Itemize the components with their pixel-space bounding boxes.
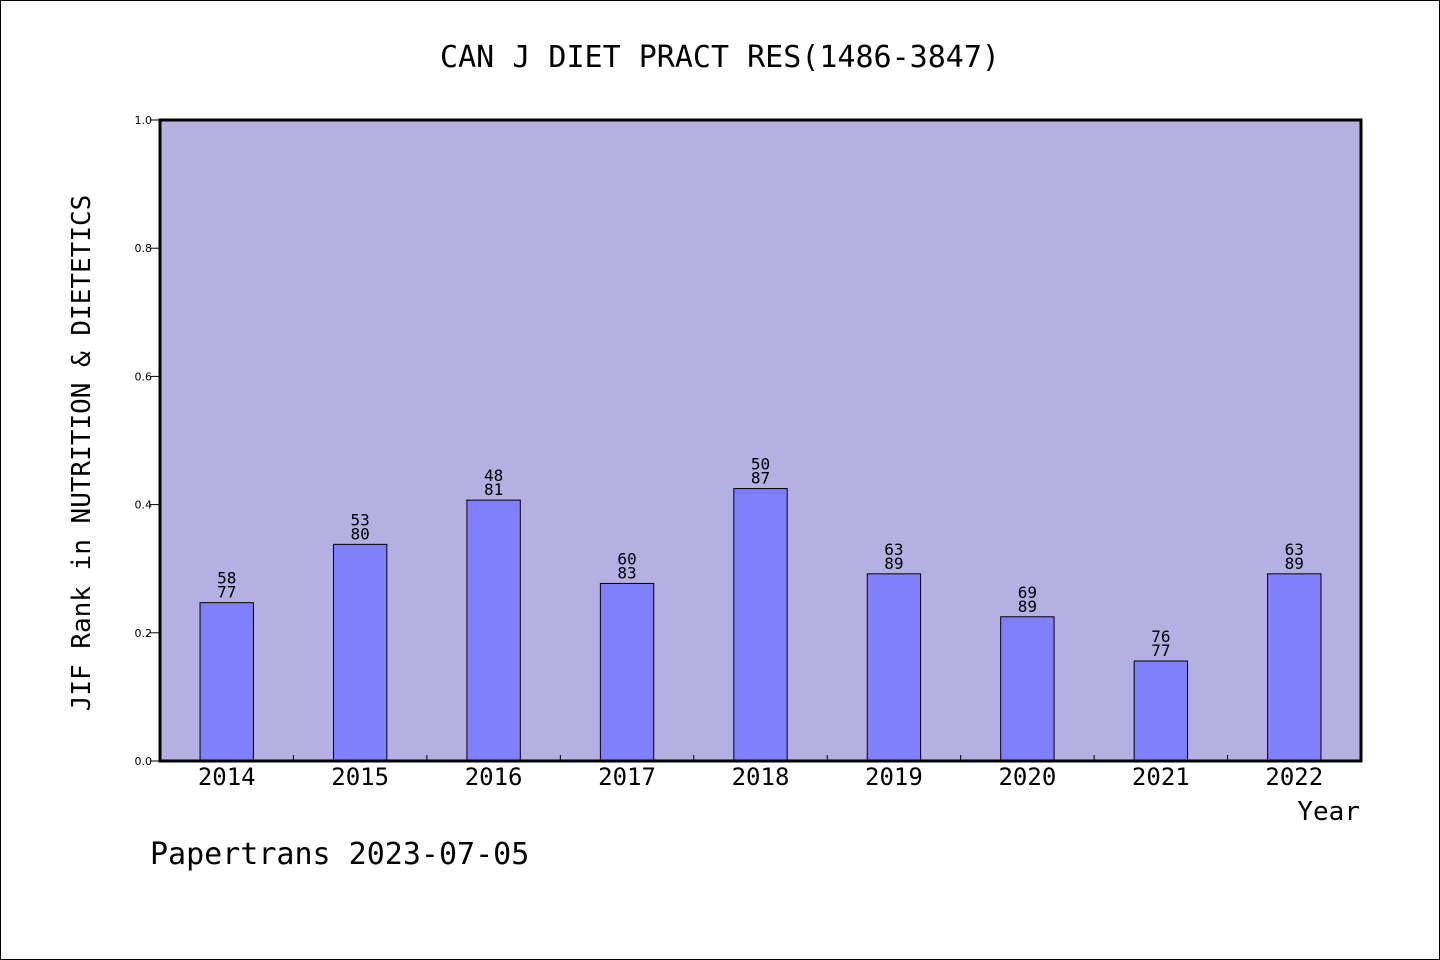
bar-label-rank: 63 — [884, 540, 903, 559]
bar-label-rank: 76 — [1151, 627, 1170, 646]
bar-label-rank: 58 — [217, 569, 236, 588]
x-tick-label: 2018 — [732, 763, 790, 791]
y-tick-label: 0.0 — [135, 755, 153, 768]
bar-2018 — [733, 488, 788, 762]
bar-label-total: 77 — [217, 583, 236, 602]
bar-label-rank: 63 — [1285, 540, 1304, 559]
x-tick-label: 2020 — [998, 763, 1056, 791]
bar-label-rank: 53 — [351, 510, 370, 529]
x-tick-label: 2022 — [1265, 763, 1323, 791]
bar-2021 — [1133, 660, 1189, 762]
x-tick-label: 2021 — [1132, 763, 1190, 791]
plot-border — [158, 118, 1363, 763]
bar-2014 — [199, 602, 254, 762]
y-tick-label: 0.8 — [135, 242, 153, 255]
chart-title: CAN J DIET PRACT RES(1486-3847) — [440, 40, 1000, 75]
y-tick-label: 0.2 — [135, 627, 153, 640]
x-tick-label: 2014 — [198, 763, 256, 791]
x-axis-ticks: 2014 2015 2016 2017 2018 2019 2020 2021 2022 — [198, 755, 1323, 791]
bar-label-total: 89 — [884, 554, 903, 573]
bar-label-rank: 69 — [1018, 583, 1037, 602]
bar-2016 — [466, 499, 521, 762]
y-tick-label: 1.0 — [135, 114, 153, 127]
bar-label-rank: 50 — [751, 455, 770, 474]
bar-label-total: 83 — [617, 563, 636, 582]
footer-credit: Papertrans 2023-07-05 — [150, 837, 529, 872]
bar-label-total: 80 — [351, 524, 370, 543]
x-tick-label: 2019 — [865, 763, 923, 791]
bar-2015 — [332, 543, 388, 762]
bar-2022 — [1267, 573, 1322, 762]
bar-label-rank: 60 — [617, 549, 636, 568]
bar-2017 — [599, 582, 655, 762]
x-tick-label: 2017 — [598, 763, 656, 791]
y-tick-label: 0.6 — [135, 370, 153, 383]
bar-2019 — [866, 573, 922, 762]
y-axis-ticks: 0.0 0.2 0.4 0.6 0.8 1.0 — [135, 114, 160, 768]
y-axis-label: JIF Rank in NUTRITION & DIETETICS — [67, 195, 97, 712]
bar-2020 — [1000, 616, 1055, 762]
bar-label-total: 81 — [484, 480, 503, 499]
x-tick-label: 2016 — [465, 763, 523, 791]
bar-label-total: 77 — [1151, 641, 1170, 660]
bar-label-total: 89 — [1018, 597, 1037, 616]
bar-label-total: 87 — [751, 469, 770, 488]
bar-label-total: 89 — [1285, 554, 1304, 573]
bar-label-rank: 48 — [484, 466, 503, 485]
x-tick-label: 2015 — [331, 763, 389, 791]
y-tick-label: 0.4 — [135, 499, 153, 512]
x-axis-label: Year — [1297, 797, 1360, 827]
bar-series — [199, 488, 1322, 762]
